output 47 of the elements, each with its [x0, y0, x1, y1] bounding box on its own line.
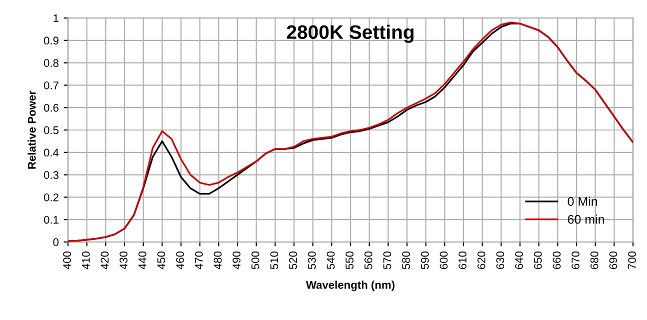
x-tick-label: 660 — [552, 251, 561, 269]
x-tick-label: 570 — [383, 251, 392, 270]
y-tick-label: 0.3 — [44, 171, 58, 179]
x-tick-label: 490 — [232, 251, 240, 270]
x-tick-label: 580 — [402, 251, 410, 270]
y-axis-title: Relative Power — [28, 90, 36, 169]
x-tick-label: 480 — [214, 251, 222, 270]
y-tick-label: 0.2 — [44, 193, 58, 202]
x-tick-label: 550 — [346, 251, 354, 270]
y-tick-label: 0.6 — [44, 104, 58, 112]
x-tick-label: 530 — [308, 251, 316, 270]
y-tick-label: 1 — [54, 14, 58, 22]
x-axis-title: Wavelength (nm) — [306, 280, 394, 292]
legend-label: 0 Min — [568, 196, 598, 206]
x-tick-label: 650 — [534, 251, 542, 269]
x-tick-label: 620 — [477, 251, 486, 269]
x-tick-label: 470 — [194, 251, 203, 270]
y-tick-label: 0.8 — [44, 59, 58, 67]
y-tick-label: 0.7 — [44, 81, 58, 90]
y-tick-label: 0 — [53, 238, 59, 246]
x-tick-label: 630 — [496, 251, 504, 269]
x-tick-label: 440 — [138, 251, 146, 270]
x-tick-label: 410 — [82, 251, 90, 270]
x-tick-label: 560 — [364, 251, 372, 270]
x-tick-label: 520 — [289, 251, 297, 270]
x-tick-label: 430 — [120, 251, 128, 270]
x-tick-label: 400 — [63, 251, 71, 270]
x-tick-label: 690 — [609, 251, 618, 269]
legend-label: 60 min — [568, 214, 604, 224]
x-tick-label: 500 — [251, 251, 260, 270]
x-tick-label: 700 — [628, 251, 636, 269]
x-tick-label: 670 — [572, 251, 580, 269]
x-tick-label: 540 — [326, 251, 335, 270]
x-tick-label: 450 — [157, 251, 166, 270]
x-tick-label: 420 — [100, 251, 109, 270]
y-tick-label: 0.1 — [44, 216, 58, 224]
x-tick-label: 510 — [270, 251, 278, 270]
x-tick-label: 460 — [176, 251, 184, 270]
x-tick-label: 600 — [440, 251, 448, 269]
x-tick-label: 590 — [420, 251, 429, 270]
y-tick-label: 0.4 — [44, 148, 59, 157]
x-tick-label: 610 — [458, 251, 466, 269]
y-tick-label: 0.5 — [44, 126, 59, 134]
x-tick-label: 680 — [590, 251, 598, 269]
chart-title: 2800K Setting — [286, 24, 414, 43]
x-tick-label: 640 — [515, 251, 523, 269]
y-tick-label: 0.9 — [44, 36, 58, 45]
